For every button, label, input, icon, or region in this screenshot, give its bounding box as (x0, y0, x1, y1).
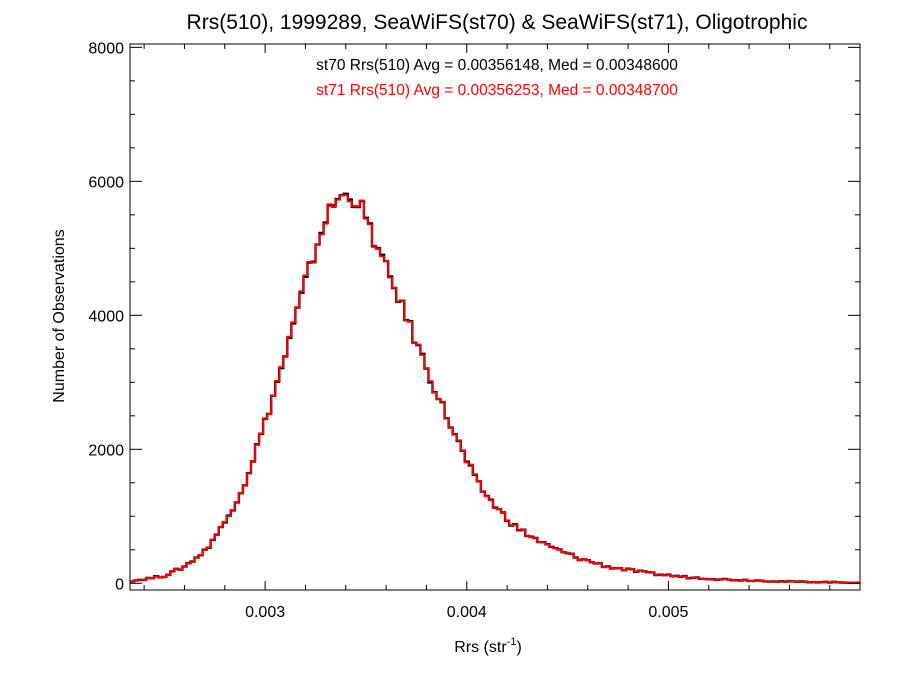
y-tick-label: 2000 (88, 442, 124, 459)
x-tick-label: 0.003 (245, 604, 285, 621)
axis-layer: 0.003 0.004 0.005 0 2000 4000 6000 8000 (88, 40, 860, 621)
chart-title: Rrs(510), 1999289, SeaWiFS(st70) & SeaWi… (187, 11, 808, 34)
series-layer (130, 192, 860, 584)
y-tick-label: 6000 (88, 174, 124, 191)
x-axis-label-sup: -1 (507, 636, 517, 648)
x-axis-label: Rrs (str-1) (454, 636, 522, 656)
annotation-st70: st70 Rrs(510) Avg = 0.00356148, Med = 0.… (316, 57, 678, 74)
x-axis-label-close: ) (516, 639, 521, 656)
series-st70-line (130, 192, 860, 584)
x-axis-label-main: Rrs (str (454, 639, 507, 656)
x-tick-label: 0.005 (648, 604, 688, 621)
y-tick-label: 0 (115, 576, 124, 593)
annotation-st71: st71 Rrs(510) Avg = 0.00356253, Med = 0.… (316, 82, 678, 99)
y-tick-label: 8000 (88, 40, 124, 57)
plot-frame (129, 43, 861, 591)
y-axis-label: Number of Observations (51, 229, 68, 402)
y-tick-label: 4000 (88, 308, 124, 325)
x-tick-label: 0.004 (447, 604, 487, 621)
series-st71-line (130, 194, 860, 584)
